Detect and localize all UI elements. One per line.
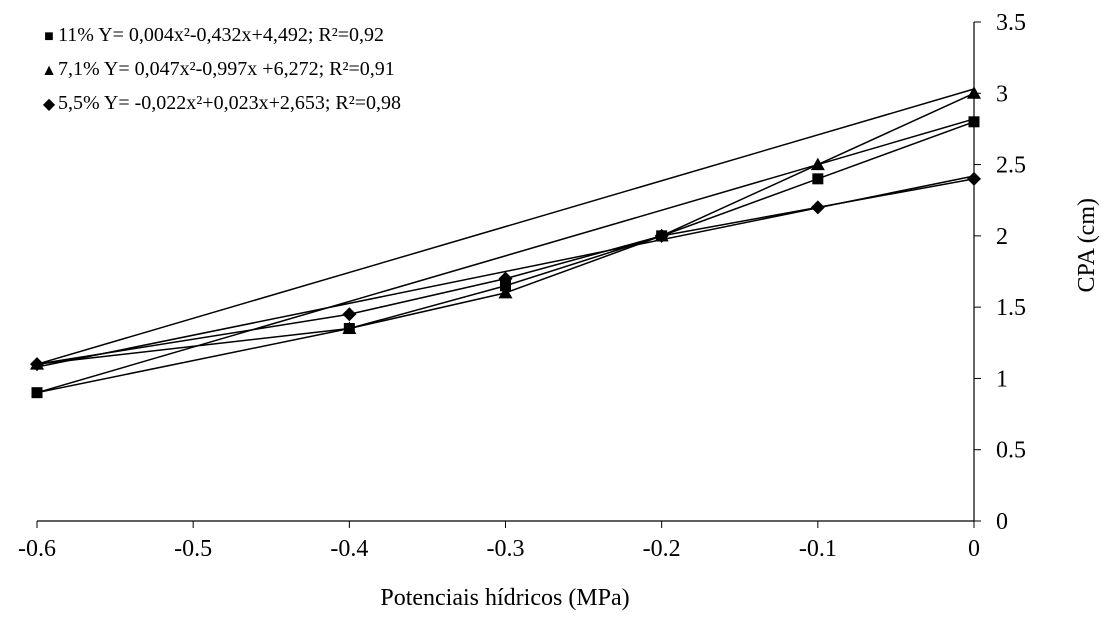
diamond-marker xyxy=(654,228,669,243)
diamond-marker xyxy=(498,271,513,286)
y-tick-label: 1.5 xyxy=(996,295,1026,321)
x-tick-label: 0 xyxy=(968,536,980,562)
diamond-marker xyxy=(342,307,357,322)
diamond-marker-icon: ◆ xyxy=(42,96,56,113)
legend-label: 5,5% Y= -0,022x²+0,023x+2,653; R²=0,98 xyxy=(58,92,402,114)
legend-item-7-1: ▲7,1% Y= 0,047x²-0,997x +6,272; R²=0,91 xyxy=(40,52,401,86)
legend-label: 11% Y= 0,004x²-0,432x+4,492; R²=0,92 xyxy=(58,24,385,46)
y-tick-label: 3 xyxy=(996,81,1008,107)
triangle-marker xyxy=(498,285,513,299)
legend-item-5-5: ◆ 5,5% Y= -0,022x²+0,023x+2,653; R²=0,98 xyxy=(40,86,401,120)
series-lines xyxy=(36,92,975,394)
triangle-marker xyxy=(967,86,981,99)
x-tick-label: -0.4 xyxy=(330,536,368,562)
diamond-marker xyxy=(30,357,44,372)
series-line xyxy=(36,178,975,365)
y-tick-label: 3.5 xyxy=(996,10,1026,36)
series-line xyxy=(36,121,975,394)
series-line xyxy=(36,92,975,365)
x-tick-label: -0.5 xyxy=(174,536,212,562)
legend-label: 7,1% Y= 0,047x²-0,997x +6,272; R²=0,91 xyxy=(58,58,395,80)
legend: ■ 11% Y= 0,004x²-0,432x+4,492; R²=0,92 ▲7… xyxy=(40,18,401,120)
y-tick-label: 2.5 xyxy=(996,153,1026,179)
y-tick-label: 1 xyxy=(996,366,1008,392)
axes xyxy=(36,21,981,528)
diamond-marker xyxy=(810,200,825,215)
triangle-marker-icon: ▲ xyxy=(41,62,57,79)
diamond-marker xyxy=(967,171,981,186)
trend-line xyxy=(36,118,975,394)
y-tick-label: 2 xyxy=(996,224,1008,250)
x-tick-label: -0.1 xyxy=(799,536,837,562)
data-markers xyxy=(30,86,981,399)
legend-item-11: ■ 11% Y= 0,004x²-0,432x+4,492; R²=0,92 xyxy=(40,18,401,52)
square-marker xyxy=(31,387,43,399)
x-tick-label: -0.3 xyxy=(487,536,525,562)
y-axis-label: CPA (cm) xyxy=(1074,198,1100,293)
triangle-marker xyxy=(810,157,825,171)
x-tick-label: -0.6 xyxy=(18,536,56,562)
square-marker xyxy=(500,280,511,292)
trend-line xyxy=(36,88,975,365)
tick-labels: -0.6 -0.5 -0.4 -0.3 -0.2 -0.1 00 0.5 1 1.5 2 2.5 3 3.… xyxy=(18,10,1026,562)
y-tick-label: 0 xyxy=(996,509,1008,535)
square-marker xyxy=(812,173,824,185)
y-tick-label: 0.5 xyxy=(996,438,1026,464)
triangle-marker xyxy=(342,321,357,335)
x-axis-label: Potenciais hídricos (MPa) xyxy=(380,585,630,611)
square-marker xyxy=(968,116,980,128)
trend-lines xyxy=(36,88,975,394)
x-tick-label: -0.2 xyxy=(643,536,681,562)
square-marker-icon: ■ xyxy=(44,28,54,45)
